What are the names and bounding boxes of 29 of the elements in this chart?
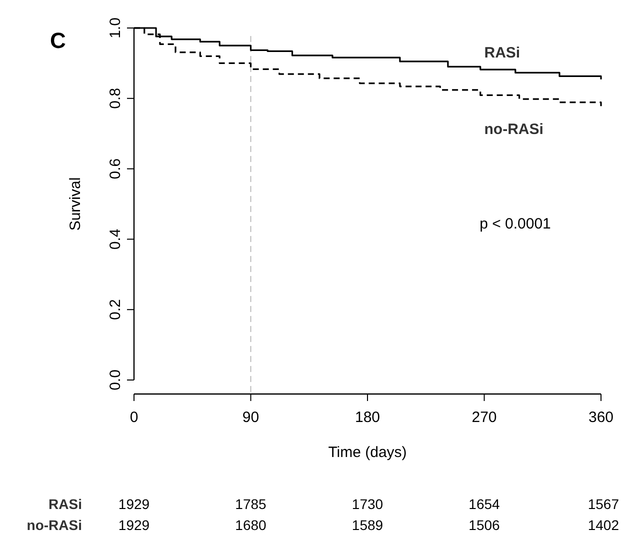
y-tick-label: 0.0 xyxy=(107,370,124,390)
x-tick-label: 0 xyxy=(130,409,138,426)
x-tick-label: 360 xyxy=(588,409,614,426)
x-axis-title: Time (days) xyxy=(328,444,407,461)
text: 1929 xyxy=(118,496,150,512)
text: 1402 xyxy=(588,517,620,533)
y-tick-label: 1.0 xyxy=(107,18,124,38)
x-tick-label: 90 xyxy=(242,409,260,426)
text: 1589 xyxy=(352,517,384,533)
series-label: RASi xyxy=(484,44,520,62)
y-axis-title: Survival xyxy=(67,177,84,231)
annotation: p < 0.0001 xyxy=(480,216,551,233)
y-tick-label: 0.6 xyxy=(107,158,124,180)
text: 1654 xyxy=(468,496,500,512)
text: no-RASi xyxy=(26,517,82,533)
text: 1730 xyxy=(352,496,384,512)
text: RASi xyxy=(48,496,82,512)
y-tick-label: 0.4 xyxy=(107,228,124,250)
text: C xyxy=(50,28,66,53)
text: 1785 xyxy=(235,496,267,512)
x-tick-label: 180 xyxy=(354,409,380,426)
text: 1929 xyxy=(118,517,150,533)
series-label: no-RASi xyxy=(484,121,544,138)
x-tick-label: 270 xyxy=(472,409,497,426)
text: 1567 xyxy=(588,496,620,512)
text: 1680 xyxy=(235,517,267,533)
text: 1506 xyxy=(468,517,500,533)
y-tick-label: 0.2 xyxy=(107,299,124,320)
y-tick-label: 0.8 xyxy=(107,88,124,109)
